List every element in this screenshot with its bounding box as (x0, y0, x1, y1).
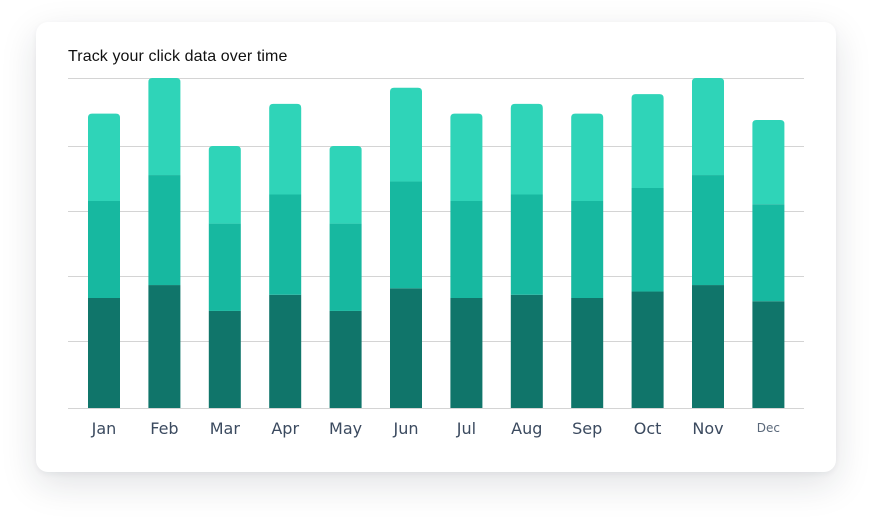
bar-segment-dec-2 (752, 204, 785, 302)
x-tick-aug: Aug (511, 419, 542, 438)
bar-stack-oct (631, 94, 664, 408)
x-tick-jan: Jan (91, 419, 117, 438)
bar-segment-mar-3 (208, 145, 241, 224)
bar-segment-nov-3 (692, 78, 724, 176)
bar-stack-apr (269, 103, 302, 408)
bar-segment-sep-3 (571, 113, 604, 201)
bar-segment-aug-2 (510, 194, 543, 295)
bar-stack-jun (390, 87, 422, 408)
stacked-bar-chart: Jan Feb Mar Apr May Jun Jul Aug Sep Oct Nov Dec (68, 78, 804, 438)
bar-segment-nov-2 (692, 175, 724, 286)
bar-segment-sep-2 (571, 200, 604, 298)
bar-segment-aug-3 (510, 103, 543, 195)
x-tick-apr: Apr (271, 419, 299, 438)
bar-segment-jul-1 (450, 298, 483, 408)
bar-segment-aug-1 (510, 294, 543, 408)
bar-segment-oct-3 (631, 94, 664, 188)
bar-segment-jan-2 (88, 200, 120, 298)
bar-segment-jun-3 (390, 87, 422, 182)
bar-stack-aug (510, 103, 543, 408)
bar-segment-sep-1 (571, 298, 604, 408)
bar-segment-jan-3 (88, 113, 120, 201)
bar-segment-jan-1 (88, 298, 120, 408)
bar-segment-may-3 (329, 145, 362, 224)
bar-stack-dec (752, 120, 785, 408)
bar-segment-jul-3 (450, 113, 483, 201)
bar-segment-dec-1 (752, 301, 785, 408)
bar-segment-feb-1 (148, 285, 181, 408)
bar-segment-jul-2 (450, 200, 483, 298)
bar-segment-feb-2 (148, 175, 181, 286)
bar-stack-sep (571, 113, 604, 408)
x-tick-feb: Feb (150, 419, 178, 438)
x-tick-dec: Dec (757, 421, 780, 435)
chart-title: Track your click data over time (68, 48, 288, 65)
bar-stack-mar (208, 145, 241, 408)
bar-segment-apr-2 (269, 194, 302, 295)
bar-segment-apr-3 (269, 103, 302, 195)
x-tick-sep: Sep (572, 419, 602, 438)
x-tick-jul: Jul (456, 419, 476, 438)
bars (88, 78, 785, 408)
bar-segment-oct-2 (631, 188, 664, 292)
bar-segment-nov-1 (692, 285, 724, 408)
bar-stack-jul (450, 113, 483, 408)
chart-card: Track your click data over time Jan Feb Ma… (36, 22, 836, 472)
x-tick-nov: Nov (692, 419, 723, 438)
bar-stack-jan (88, 113, 120, 408)
x-tick-may: May (329, 419, 362, 438)
x-tick-oct: Oct (634, 419, 662, 438)
x-tick-jun: Jun (393, 419, 419, 438)
bar-segment-feb-3 (148, 78, 181, 176)
bar-segment-oct-1 (631, 291, 664, 408)
grid-lines (68, 78, 804, 409)
bar-segment-apr-1 (269, 294, 302, 408)
bar-stack-nov (692, 78, 724, 408)
bar-segment-jun-2 (390, 181, 422, 289)
bar-segment-mar-1 (208, 310, 241, 408)
bar-segment-jun-1 (390, 288, 422, 408)
bar-segment-may-2 (329, 223, 362, 311)
x-tick-labels: Jan Feb Mar Apr May Jun Jul Aug Sep Oct Nov Dec (91, 419, 780, 438)
bar-segment-mar-2 (208, 223, 241, 311)
bar-segment-dec-3 (752, 120, 785, 205)
bar-stack-may (329, 145, 362, 408)
x-tick-mar: Mar (210, 419, 241, 438)
bar-segment-may-1 (329, 310, 362, 408)
bar-stack-feb (148, 78, 181, 408)
